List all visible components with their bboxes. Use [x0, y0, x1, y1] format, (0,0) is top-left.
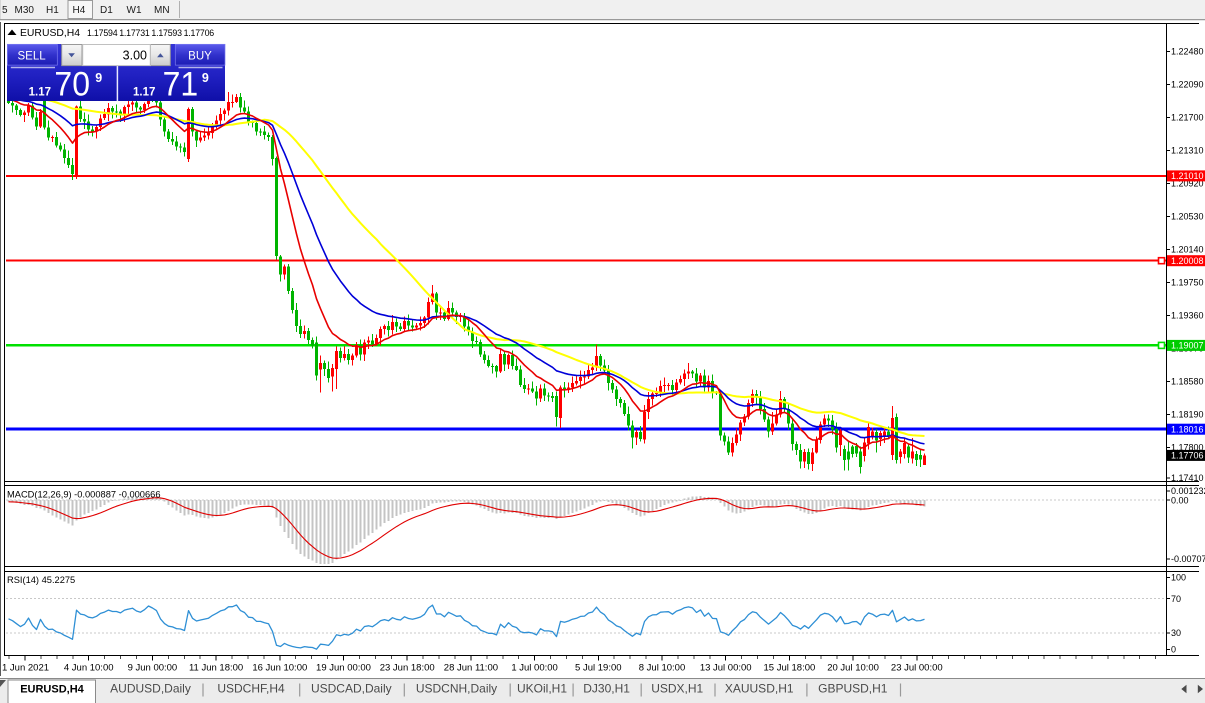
svg-text:13 Jul 00:00: 13 Jul 00:00	[700, 662, 752, 673]
svg-text:1.17706: 1.17706	[1171, 451, 1204, 461]
svg-text:EURUSD,H4: EURUSD,H4	[20, 28, 80, 39]
svg-text:USDCNH,Daily: USDCNH,Daily	[416, 682, 497, 696]
svg-text:MN: MN	[154, 5, 170, 16]
svg-text:1.17800: 1.17800	[1171, 443, 1204, 453]
svg-text:XAUUSD,H1: XAUUSD,H1	[725, 682, 794, 696]
svg-text:9: 9	[202, 71, 209, 85]
svg-text:-0.00707: -0.00707	[1171, 554, 1205, 564]
svg-text:UKOil,H1: UKOil,H1	[517, 682, 567, 696]
svg-text:D1: D1	[100, 5, 113, 16]
svg-text:1.21010: 1.21010	[1171, 171, 1204, 181]
svg-text:BUY: BUY	[188, 50, 212, 62]
svg-text:AUDUSD,Daily: AUDUSD,Daily	[110, 682, 191, 696]
svg-text:70: 70	[1171, 594, 1181, 604]
svg-text:9: 9	[95, 71, 102, 85]
svg-text:30: 30	[1171, 628, 1181, 638]
svg-text:23 Jun 18:00: 23 Jun 18:00	[380, 662, 435, 673]
svg-text:GBPUSD,H1: GBPUSD,H1	[818, 682, 888, 696]
svg-text:1.17593: 1.17593	[151, 28, 182, 38]
svg-text:H1: H1	[46, 5, 59, 16]
svg-text:1 Jun 2021: 1 Jun 2021	[2, 662, 49, 673]
svg-text:1.21310: 1.21310	[1171, 146, 1204, 156]
svg-text:16 Jun 10:00: 16 Jun 10:00	[252, 662, 307, 673]
svg-text:100: 100	[1171, 573, 1186, 583]
svg-text:SELL: SELL	[18, 50, 47, 62]
svg-text:W1: W1	[127, 5, 142, 16]
svg-text:1.17731: 1.17731	[119, 28, 150, 38]
svg-text:0.00: 0.00	[1171, 495, 1189, 505]
svg-text:3.00: 3.00	[123, 49, 147, 63]
svg-text:1.18016: 1.18016	[1171, 424, 1204, 434]
svg-text:1.22480: 1.22480	[1171, 47, 1204, 57]
svg-text:1.17: 1.17	[29, 86, 51, 98]
svg-text:1.17594: 1.17594	[87, 28, 118, 38]
svg-text:DJ30,H1: DJ30,H1	[583, 682, 630, 696]
svg-text:USDCHF,H4: USDCHF,H4	[217, 682, 285, 696]
svg-text:4 Jun 10:00: 4 Jun 10:00	[64, 662, 114, 673]
svg-text:11 Jun 18:00: 11 Jun 18:00	[189, 662, 243, 673]
svg-text:1.17706: 1.17706	[184, 28, 215, 38]
svg-text:70: 70	[54, 64, 90, 102]
svg-text:19 Jun 00:00: 19 Jun 00:00	[316, 662, 371, 673]
svg-text:23 Jul 00:00: 23 Jul 00:00	[891, 662, 943, 673]
svg-text:1.18580: 1.18580	[1171, 377, 1204, 387]
svg-text:1.19750: 1.19750	[1171, 278, 1204, 288]
svg-text:1.20008: 1.20008	[1171, 256, 1204, 266]
svg-text:1.19007: 1.19007	[1171, 341, 1204, 351]
svg-text:H4: H4	[73, 5, 86, 16]
svg-text:1.18190: 1.18190	[1171, 410, 1204, 420]
svg-text:1.21700: 1.21700	[1171, 113, 1204, 123]
svg-text:1 Jul 00:00: 1 Jul 00:00	[511, 662, 557, 673]
svg-text:1.17: 1.17	[133, 86, 155, 98]
svg-text:28 Jun 11:00: 28 Jun 11:00	[444, 662, 498, 673]
svg-text:1.19360: 1.19360	[1171, 311, 1204, 321]
svg-text:USDCAD,Daily: USDCAD,Daily	[311, 682, 392, 696]
svg-text:USDX,H1: USDX,H1	[651, 682, 703, 696]
svg-text:20 Jul 10:00: 20 Jul 10:00	[827, 662, 879, 673]
svg-text:71: 71	[163, 64, 199, 102]
svg-text:15 Jul 18:00: 15 Jul 18:00	[764, 662, 816, 673]
svg-text:1.20920: 1.20920	[1171, 179, 1204, 189]
svg-text:RSI(14) 45.2275: RSI(14) 45.2275	[7, 575, 75, 585]
svg-text:0: 0	[1171, 645, 1176, 655]
svg-text:1.20530: 1.20530	[1171, 212, 1204, 222]
svg-text:M30: M30	[15, 5, 35, 16]
svg-text:1.17410: 1.17410	[1171, 473, 1204, 483]
svg-text:0.001232: 0.001232	[1171, 486, 1205, 496]
svg-text:MACD(12,26,9) -0.000887 -0.000: MACD(12,26,9) -0.000887 -0.000666	[7, 490, 161, 500]
svg-text:5: 5	[2, 5, 8, 16]
svg-text:9 Jun 00:00: 9 Jun 00:00	[128, 662, 178, 673]
svg-text:8 Jul 10:00: 8 Jul 10:00	[639, 662, 685, 673]
svg-text:1.22090: 1.22090	[1171, 80, 1204, 90]
svg-text:5 Jul 19:00: 5 Jul 19:00	[575, 662, 621, 673]
svg-text:EURUSD,H4: EURUSD,H4	[20, 684, 84, 696]
svg-text:1.20140: 1.20140	[1171, 245, 1204, 255]
